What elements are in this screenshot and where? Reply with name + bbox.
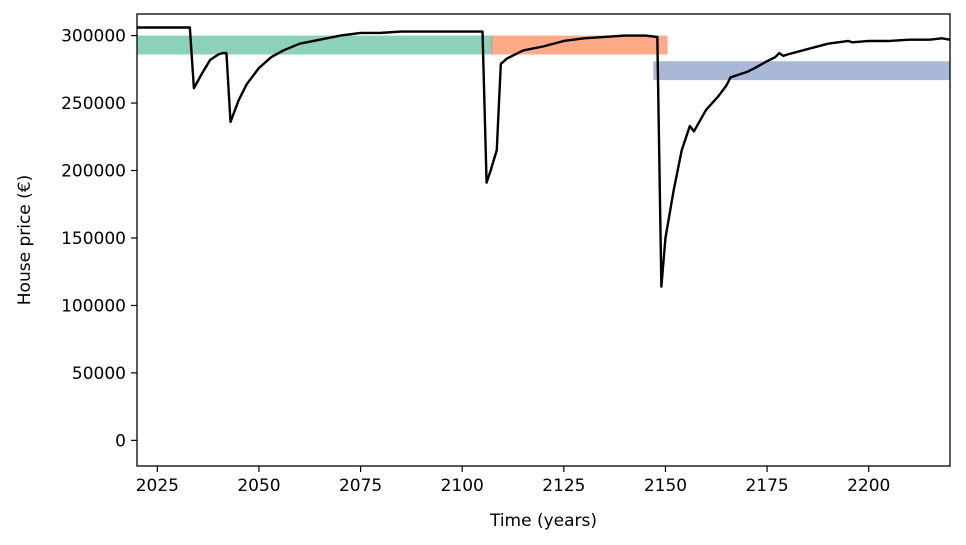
x-tick-label: 2125	[542, 476, 585, 496]
x-tick-label: 2200	[847, 476, 890, 496]
x-tick-label: 2075	[339, 476, 382, 496]
x-tick-label: 2025	[136, 476, 179, 496]
y-tick-label: 100000	[61, 296, 126, 316]
x-axis: 2025 2050 2075 2100 2125 2150 2175 2200	[136, 466, 890, 496]
plot-frame	[136, 13, 951, 467]
y-tick-label: 0	[115, 431, 126, 451]
series-layer	[137, 26, 951, 288]
y-tick-label: 200000	[61, 162, 126, 182]
x-tick-label: 2150	[644, 476, 687, 496]
x-tick-label: 2050	[237, 476, 280, 496]
band-2	[490, 35, 668, 55]
y-axis-label: House price (€)	[15, 175, 35, 305]
y-tick-label: 250000	[61, 94, 126, 114]
y-axis: 0 50000 100000 150000 200000 250000 300000	[61, 27, 137, 451]
y-tick-label: 150000	[61, 229, 126, 249]
bands-layer	[137, 35, 950, 81]
x-axis-label: Time (years)	[489, 511, 597, 531]
band-1	[137, 35, 493, 55]
x-tick-label: 2175	[745, 476, 788, 496]
y-tick-label: 300000	[61, 27, 126, 47]
series-line-1	[137, 26, 951, 288]
band-3	[653, 61, 950, 81]
x-tick-label: 2100	[441, 476, 484, 496]
y-tick-label: 50000	[72, 364, 126, 384]
